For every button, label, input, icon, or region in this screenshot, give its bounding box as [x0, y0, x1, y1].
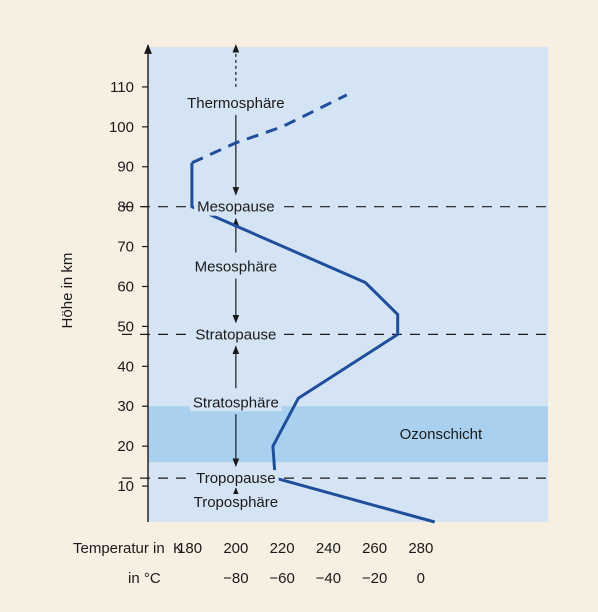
y-tick-label-5: 60	[117, 278, 134, 295]
layer-label-2-bg	[191, 258, 281, 276]
layer-label-0: Troposphäre	[194, 494, 279, 511]
x-tick-kelvin-2: 220	[270, 540, 295, 557]
layer-label-2: Mesosphäre	[195, 259, 278, 276]
y-axis-label: Höhe in km	[59, 253, 76, 329]
layer-label-3: Thermosphäre	[187, 95, 285, 112]
layer-label-0-bg	[190, 494, 282, 512]
y-axis-ticks: 10 20 30 40 50 60 70 80 90 100 110	[109, 79, 148, 495]
ozone-label: Ozonschicht	[400, 426, 483, 443]
boundary-label-2: Mesopause	[197, 199, 275, 216]
x-tick-celsius-2: −40	[316, 570, 341, 587]
temperature-curve	[190, 93, 436, 524]
y-tick-label-6: 70	[117, 239, 134, 256]
x-tick-celsius-0: −80	[223, 570, 248, 587]
x-tick-celsius-4: 0	[417, 570, 425, 587]
y-tick-label-7: 80	[117, 199, 134, 216]
boundary-label-0-bg	[193, 470, 279, 488]
curve-series-dashed	[191, 93, 348, 165]
boundary-label-1: Stratopause	[195, 326, 276, 343]
x-axis-ticks: 180 200 220 240 260 280 −80 −60 −40 −20 0	[177, 540, 433, 587]
layer-label-1-bg	[189, 394, 282, 412]
x-axis-caption-celsius: in °C	[128, 570, 161, 587]
x-tick-kelvin-3: 240	[316, 540, 341, 557]
x-tick-kelvin-1: 200	[223, 540, 248, 557]
x-tick-kelvin-0: 180	[177, 540, 202, 557]
layer-label-3-bg	[184, 94, 288, 112]
boundary-label-0: Tropopause	[196, 470, 276, 487]
y-tick-label-9: 100	[109, 119, 134, 136]
layer-labels: Tropopause Stratopause Mesopause Troposphär…	[184, 94, 288, 512]
y-tick-label-8: 90	[117, 159, 134, 176]
boundary-label-1-bg	[192, 326, 280, 344]
y-tick-label-0: 10	[117, 478, 134, 495]
y-tick-label-3: 40	[117, 358, 134, 375]
y-tick-label-4: 50	[117, 318, 134, 335]
ozone-band	[148, 406, 548, 463]
x-tick-celsius-1: −60	[269, 570, 294, 587]
x-axis-caption-kelvin: Temperatur in K	[73, 540, 183, 557]
y-tick-label-2: 30	[117, 398, 134, 415]
curve-series-solid	[190, 162, 436, 524]
x-tick-celsius-3: −20	[362, 570, 387, 587]
y-tick-label-10: 110	[110, 79, 134, 96]
y-tick-label-1: 20	[117, 438, 134, 455]
x-tick-kelvin-4: 260	[362, 540, 387, 557]
x-tick-kelvin-5: 280	[408, 540, 433, 557]
boundary-label-2-bg	[194, 198, 278, 216]
layer-label-1: Stratosphäre	[193, 394, 279, 411]
